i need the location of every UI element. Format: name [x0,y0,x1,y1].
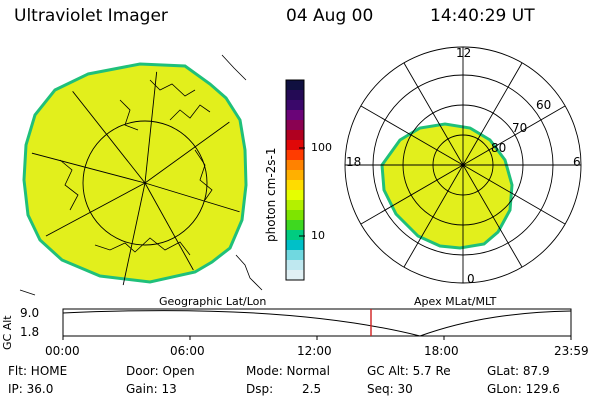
status-glon: GLon: 129.6 [487,382,560,396]
colorbar-segment [286,270,304,281]
mlt-label-18: 18 [346,155,362,169]
colorbar-tick-100: 100 [311,141,332,154]
mlt-label-0: 0 [467,272,475,286]
altitude-ylabel: GC Alt [1,315,14,350]
colorbar-frame [285,79,305,281]
instrument-title: Ultraviolet Imager [14,6,168,26]
status-flight: Flt: HOME [8,364,68,378]
mlat-label-70: 70 [512,121,528,135]
status-glat: GLat: 87.9 [487,364,550,378]
colorbar-segment [286,100,304,111]
colorbar-tick-10: 10 [311,229,325,242]
status-dsp-label: Dsp: [246,382,274,396]
colorbar-units-label: photon cm-2s-1 [264,147,278,243]
status-mode: Mode: Normal [246,364,330,378]
colorbar-segment [286,130,304,141]
status-gain: Gain: 13 [126,382,177,396]
status-ip: IP: 36.0 [8,382,54,396]
geo-map-caption: Geographic Lat/Lon [159,295,267,308]
colorbar-segment [286,240,304,251]
colorbar-segment [286,150,304,161]
polar-grid [344,46,582,284]
status-seq: Seq: 30 [367,382,413,396]
mlt-label-6: 6 [573,155,581,169]
colorbar-segment [286,180,304,191]
date-label: 04 Aug 00 [286,6,374,26]
time-tick-1200: 12:00 [297,344,332,358]
coastlines [19,54,263,296]
time-tick-0600: 06:00 [170,344,205,358]
mlat-label-60: 60 [536,98,552,112]
status-dsp-value: 2.5 [302,382,322,396]
colorbar-segment [286,260,304,271]
colorbar-segment [286,230,304,241]
colorbar-segment [286,200,304,211]
status-gc-alt: GC Alt: 5.7 Re [367,364,451,378]
polar-map [344,46,582,284]
uv-emission-area [22,62,248,284]
altitude-ytick-high: 9.0 [20,306,40,320]
altitude-plot [62,308,572,340]
time-tick-1800: 18:00 [424,344,459,358]
colorbar-segment [286,250,304,261]
colorbar-segment [286,120,304,131]
mlat-label-80: 80 [491,141,507,155]
colorbar-segment [286,190,304,201]
colorbar-segment [286,160,304,171]
altitude-ytick-low: 1.8 [20,325,40,339]
time-tick-0000: 00:00 [45,344,80,358]
geographic-map [19,54,263,296]
time-tick-2359: 23:59 [554,344,589,358]
colorbar-segment [286,210,304,221]
time-label: 14:40:29 UT [430,6,535,26]
polar-map-caption: Apex MLat/MLT [414,295,497,308]
colorbar-segment [286,110,304,121]
colorbar-segment [286,80,304,91]
colorbar-segment [286,90,304,101]
colorbar [285,79,305,281]
status-door: Door: Open [126,364,195,378]
colorbar-ticks [299,147,305,237]
colorbar-segment [286,170,304,181]
mlt-label-12: 12 [456,46,472,60]
colorbar-segment [286,140,304,151]
colorbar-segment [286,220,304,231]
